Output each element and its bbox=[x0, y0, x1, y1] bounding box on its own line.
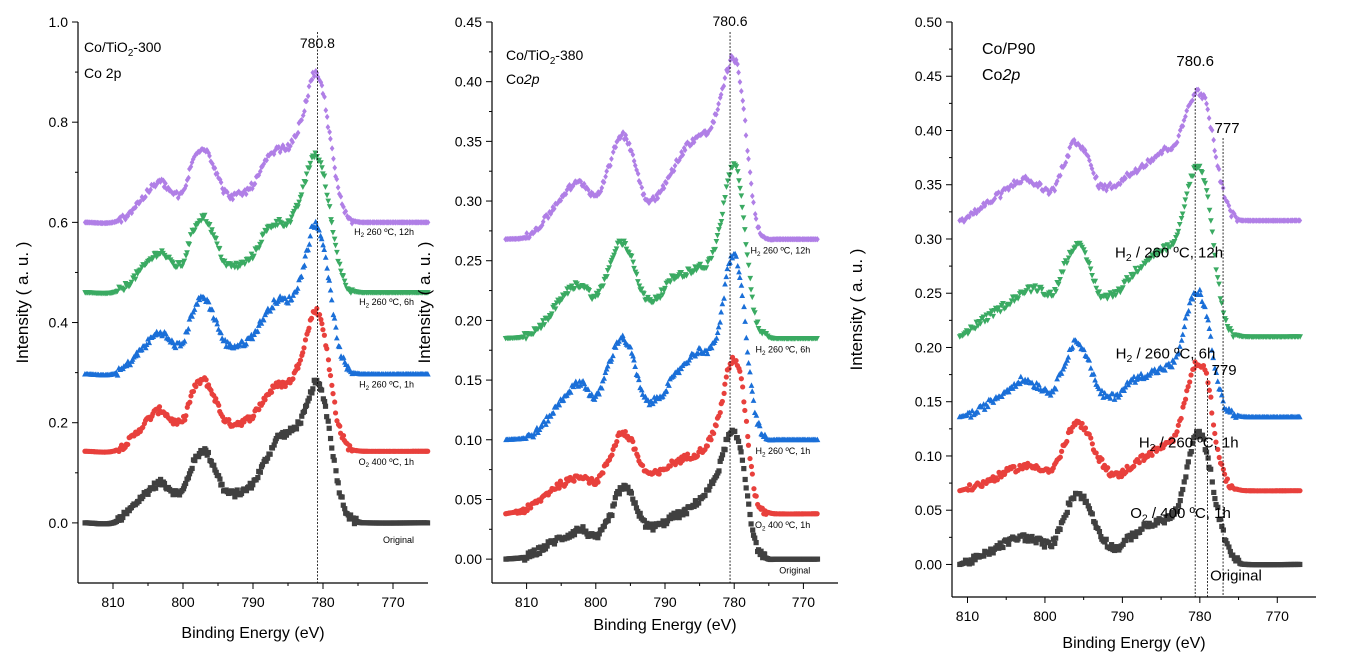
x-tick-label: 780 bbox=[723, 594, 747, 610]
series-4 bbox=[503, 52, 820, 243]
series-label: H2 260 ºC, 6h bbox=[359, 297, 414, 309]
series-label: O2 400 ºC, 1h bbox=[359, 457, 414, 469]
y-tick-label: 0.2 bbox=[49, 415, 69, 431]
y-tick-label: 0.00 bbox=[455, 551, 482, 567]
series-2 bbox=[956, 286, 1303, 420]
series-0 bbox=[503, 427, 821, 563]
y-tick-label: 0.40 bbox=[915, 122, 942, 138]
y-tick-label: 0.10 bbox=[455, 432, 482, 448]
series-label: Original bbox=[383, 535, 414, 545]
series-label: H2 / 260 ºC, 6h bbox=[1116, 345, 1216, 365]
chart-panel-2: 0.00 0.05 0.10 0.15 0.20 0.25 0.30 0.35 0.40 0.45… bbox=[415, 13, 838, 634]
series-label: H2 260 ºC, 1h bbox=[755, 446, 810, 458]
x-tick-label: 790 bbox=[241, 594, 265, 610]
y-tick-label: 0.45 bbox=[915, 68, 942, 84]
x-tick-label: 800 bbox=[584, 594, 608, 610]
x-tick-label: 780 bbox=[311, 594, 335, 610]
panel-subtitle: Co2p bbox=[982, 67, 1020, 84]
reference-line-label: 780.6 bbox=[713, 13, 748, 29]
reference-line-label: 780.8 bbox=[300, 35, 335, 51]
x-tick-label: 790 bbox=[653, 594, 677, 610]
series-label: H2 260 ºC, 12h bbox=[354, 227, 414, 239]
series-0 bbox=[957, 428, 1303, 568]
series-label: H2 / 260 ºC, 1h bbox=[1139, 434, 1239, 454]
series-label: H2 260 ºC, 1h bbox=[359, 380, 414, 392]
series-3 bbox=[502, 161, 820, 342]
y-tick-label: 1.0 bbox=[49, 14, 69, 30]
y-tick-label: 0.15 bbox=[455, 372, 482, 388]
series-1 bbox=[503, 354, 820, 517]
series-label: H2 / 260 ºC, 12h bbox=[1115, 244, 1223, 264]
y-tick-label: 0.15 bbox=[915, 394, 942, 410]
y-tick-label: 0.6 bbox=[49, 214, 69, 230]
panel-title: Co/P90 bbox=[982, 41, 1035, 58]
y-tick-label: 0.05 bbox=[915, 502, 942, 518]
y-tick-label: 0.4 bbox=[49, 315, 69, 331]
y-tick-label: 0.20 bbox=[915, 339, 942, 355]
y-tick-label: 0.10 bbox=[915, 448, 942, 464]
series-2 bbox=[82, 218, 431, 378]
panel-subtitle: Co 2p bbox=[84, 65, 122, 81]
y-tick-label: 0.40 bbox=[455, 74, 482, 90]
panel-title: Co/TiO2-300 bbox=[84, 39, 162, 59]
x-tick-label: 790 bbox=[1111, 608, 1135, 624]
series-label: O2 / 400 ºC, 1h bbox=[1130, 505, 1231, 525]
x-tick-label: 770 bbox=[1266, 608, 1290, 624]
y-axis-label: Intensity ( a. u. ) bbox=[847, 249, 866, 371]
x-tick-label: 770 bbox=[381, 594, 405, 610]
x-tick-label: 810 bbox=[515, 594, 539, 610]
series-3 bbox=[956, 163, 1303, 340]
series-2 bbox=[503, 250, 821, 443]
x-tick-label: 780 bbox=[1188, 608, 1212, 624]
reference-line-label: 780.6 bbox=[1176, 53, 1214, 70]
y-tick-label: 0.30 bbox=[455, 193, 482, 209]
y-tick-label: 0.0 bbox=[49, 515, 69, 531]
reference-line-label: 777 bbox=[1215, 120, 1240, 137]
y-tick-label: 0.8 bbox=[49, 114, 69, 130]
series-label: O2 400 ºC, 1h bbox=[755, 520, 810, 532]
y-tick-label: 0.35 bbox=[455, 133, 482, 149]
y-tick-label: 0.45 bbox=[455, 14, 482, 30]
series-4 bbox=[957, 86, 1303, 225]
x-axis-label: Binding Energy (eV) bbox=[1062, 635, 1205, 652]
series-4 bbox=[82, 67, 431, 227]
y-tick-label: 0.25 bbox=[915, 285, 942, 301]
chart-panel-3: 0.00 0.05 0.10 0.15 0.20 0.25 0.30 0.35 0.40 0.45… bbox=[847, 14, 1316, 652]
series-1 bbox=[957, 359, 1303, 494]
y-tick-label: 0.05 bbox=[455, 491, 482, 507]
x-axis-label: Binding Energy (eV) bbox=[181, 625, 324, 642]
y-tick-label: 0.20 bbox=[455, 312, 482, 328]
series-label: Original bbox=[779, 565, 810, 575]
y-axis-label: Intensity ( a. u. ) bbox=[415, 242, 434, 364]
panel-title: Co/TiO2-380 bbox=[506, 47, 584, 67]
y-tick-label: 0.00 bbox=[915, 556, 942, 572]
y-tick-label: 0.35 bbox=[915, 177, 942, 193]
y-tick-label: 0.30 bbox=[915, 231, 942, 247]
y-tick-label: 0.50 bbox=[915, 14, 942, 30]
x-tick-label: 800 bbox=[171, 594, 195, 610]
x-axis-label: Binding Energy (eV) bbox=[593, 617, 736, 634]
series-0 bbox=[82, 377, 431, 527]
chart-panel-1: 0.0 0.2 0.4 0.6 0.8 1.0 810 800 790 780 770 Binding… bbox=[13, 14, 431, 642]
y-axis-label: Intensity ( a. u. ) bbox=[13, 242, 32, 364]
x-tick-label: 800 bbox=[1033, 608, 1057, 624]
series-3 bbox=[82, 150, 431, 297]
series-label: H2 260 ºC, 12h bbox=[750, 246, 810, 258]
series-label: Original bbox=[1210, 568, 1262, 585]
series-label: H2 260 ºC, 6h bbox=[755, 345, 810, 357]
x-tick-label: 810 bbox=[101, 594, 125, 610]
x-tick-label: 770 bbox=[792, 594, 816, 610]
y-tick-label: 0.25 bbox=[455, 253, 482, 269]
reference-line-label: 779 bbox=[1212, 362, 1237, 379]
x-tick-label: 810 bbox=[956, 608, 980, 624]
panel-subtitle: Co2p bbox=[506, 71, 540, 87]
series-1 bbox=[82, 305, 431, 455]
